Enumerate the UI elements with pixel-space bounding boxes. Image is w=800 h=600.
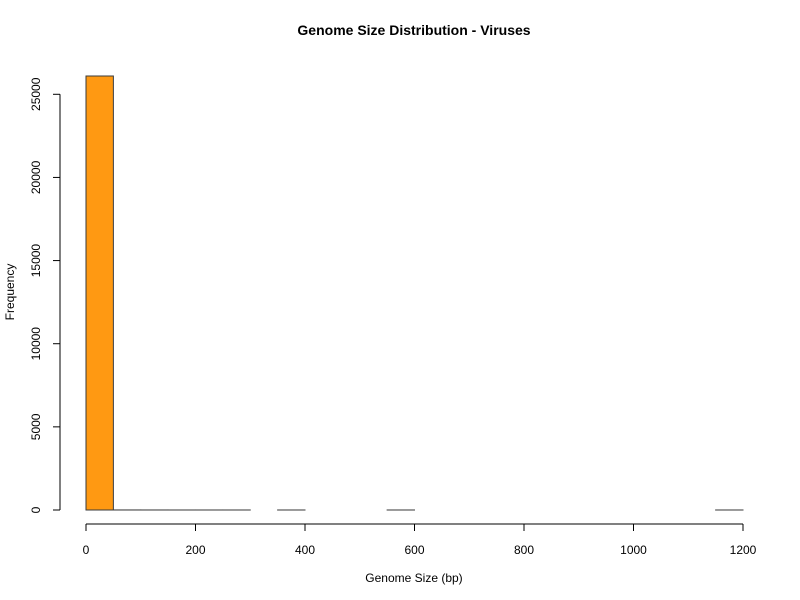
y-tick-label: 25000	[29, 77, 43, 111]
bars-group	[85, 75, 744, 511]
y-tick-label: 0	[29, 506, 43, 513]
x-tick-label: 1000	[620, 543, 647, 557]
x-tick-label: 400	[295, 543, 315, 557]
x-tick-label: 1200	[730, 543, 757, 557]
x-axis-label: Genome Size (bp)	[365, 571, 462, 585]
y-axis: 0 5000 10000 15000 20000 25000	[29, 77, 61, 513]
x-axis: 0 200 400 600 800 1000 1200	[83, 523, 757, 557]
x-tick-label: 200	[185, 543, 205, 557]
chart-title: Genome Size Distribution - Viruses	[297, 22, 530, 38]
x-tick-label: 800	[514, 543, 534, 557]
y-tick-label: 20000	[29, 160, 43, 194]
y-tick-label: 10000	[29, 327, 43, 361]
y-tick-label: 15000	[29, 244, 43, 278]
x-tick-label: 600	[404, 543, 424, 557]
x-tick-label: 0	[83, 543, 90, 557]
y-tick-label: 5000	[29, 413, 43, 440]
histogram-bar	[85, 75, 114, 511]
y-axis-label: Frequency	[3, 264, 17, 321]
